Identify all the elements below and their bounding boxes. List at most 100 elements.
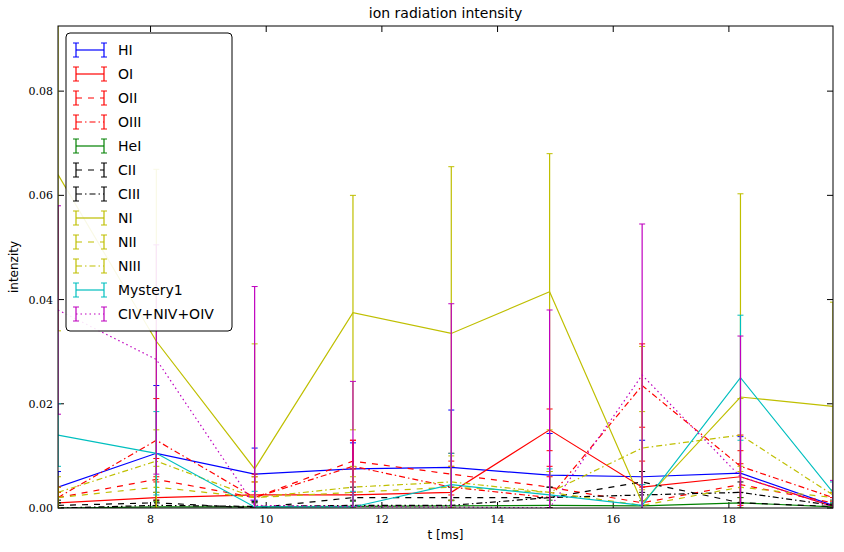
legend-label: NII [118,234,137,250]
legend-cap [101,201,107,202]
legend-cap [101,91,107,92]
legend-label: NIII [118,258,141,274]
legend-label: HeI [118,138,141,154]
legend-error-bar [75,235,76,249]
legend-cap [73,139,79,140]
legend-error-bar [103,115,104,129]
legend-cap [73,105,79,106]
error-bar [451,304,452,508]
legend-cap [101,225,107,226]
x-tick [728,26,729,32]
legend-error-bar [75,187,76,201]
legend-cap [73,273,79,274]
legend-cap [73,211,79,212]
legend-cap [101,211,107,212]
legend: HIOIOIIOIIIHeICIICIIININIINIIIMystery1CI… [66,33,232,331]
legend-cap [73,153,79,154]
legend-error-bar [75,115,76,129]
error-cap [448,303,454,304]
error-cap [547,309,553,310]
legend-error-bar [75,43,76,57]
legend-cap [101,153,107,154]
legend-error-bar [103,43,104,57]
error-cap [252,286,258,287]
legend-cap [101,283,107,284]
legend-cap [101,67,107,68]
legend-cap [101,249,107,250]
legend-cap [73,321,79,322]
legend-label: OII [118,90,137,106]
legend-cap [73,307,79,308]
chart: 810121416180.000.020.040.060.08ion radia… [0,0,844,552]
legend-line [76,49,104,50]
chart-title: ion radiation intensity [369,5,522,21]
legend-cap [101,177,107,178]
legend-error-bar [103,187,104,201]
series [58,409,833,508]
legend-error-bar [75,139,76,153]
legend-error-bar [75,163,76,177]
series [58,344,833,508]
error-bar [740,336,741,508]
x-tick [497,26,498,32]
legend-cap [73,163,79,164]
legend-error-bar [103,283,104,297]
error-cap [153,494,159,495]
legend-cap [101,81,107,82]
series [58,440,833,508]
legend-cap [101,273,107,274]
legend-cap [101,321,107,322]
legend-error-bar [103,139,104,153]
series [58,26,833,508]
legend-cap [101,307,107,308]
x-axis-label: t [ms] [428,528,464,542]
y-tick-label: 0.06 [29,189,54,202]
legend-line [76,193,104,194]
error-cap [547,153,553,154]
legend-cap [73,43,79,44]
legend-label: CIV+NIV+OIV [118,306,214,322]
background [0,0,844,552]
legend-cap [101,115,107,116]
y-tick [58,195,64,196]
legend-label: OIII [118,114,141,130]
series-line [58,430,833,507]
legend-box [66,33,232,331]
y-tick-label: 0.08 [29,85,54,98]
x-tick-label: 8 [147,513,154,526]
plot-area [58,26,833,508]
legend-cap [73,235,79,236]
y-tick-label: 0.00 [29,502,54,515]
legend-cap [101,163,107,164]
legend-cap [73,297,79,298]
legend-label: OI [118,66,133,82]
legend-line [76,241,104,242]
legend-error-bar [75,307,76,321]
legend-cap [73,177,79,178]
legend-cap [101,297,107,298]
legend-cap [101,235,107,236]
legend-cap [101,139,107,140]
series [58,472,833,508]
error-cap [737,193,743,194]
y-tick [827,91,833,92]
series-line [58,310,833,508]
legend-cap [73,187,79,188]
legend-error-bar [75,283,76,297]
error-cap [448,166,454,167]
x-tick [613,26,614,32]
legend-cap [101,57,107,58]
legend-error-bar [103,211,104,225]
series [58,466,833,508]
error-cap [350,195,356,196]
error-bar [549,310,550,508]
legend-line [76,169,104,170]
legend-cap [73,57,79,58]
x-tick-label: 12 [375,513,389,526]
series [58,498,833,508]
legend-label: HI [118,42,133,58]
x-tick-label: 16 [606,513,620,526]
legend-error-bar [103,163,104,177]
legend-cap [73,225,79,226]
series-line [58,435,833,498]
